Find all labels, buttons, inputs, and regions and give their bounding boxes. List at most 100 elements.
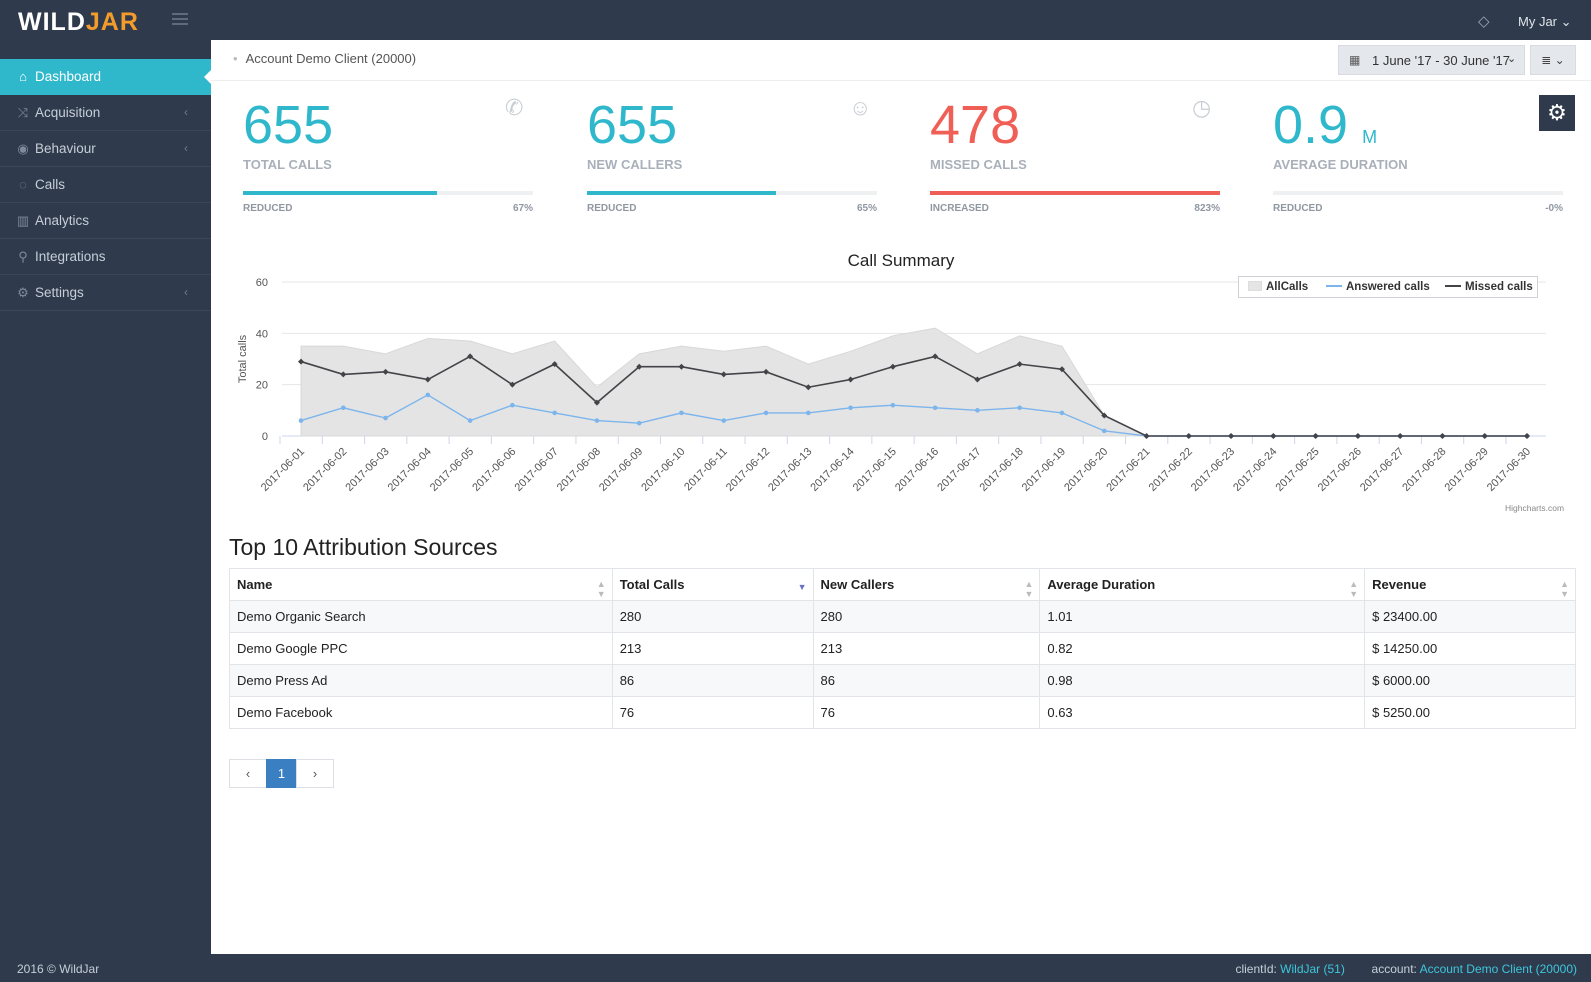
x-tick-label: 2017-06-19 xyxy=(1020,446,1068,494)
data-point-answered xyxy=(1101,428,1107,434)
attribution-table: Name ▲ ▼ Total Calls ▼ New Callers ▲ ▼ Averag… xyxy=(229,568,1576,729)
data-point-answered xyxy=(467,418,473,423)
diamond-icon[interactable]: ◇ xyxy=(1478,13,1490,30)
kpi-percent: 823% xyxy=(1194,203,1220,214)
y-tick-label: 20 xyxy=(256,380,268,392)
cell-total-calls: 280 xyxy=(611,600,814,633)
user-icon: ☺ xyxy=(849,95,872,120)
table-row[interactable]: Demo Google PPC 213 213 0.82 $ 14250.00 xyxy=(229,632,1576,665)
x-tick-label: 2017-06-29 xyxy=(1443,446,1491,494)
kpi-new-callers: 655 NEW CALLERS ☺ REDUCED 65% xyxy=(587,95,877,215)
data-point-missed xyxy=(551,361,558,368)
logo[interactable]: WILDJAR xyxy=(18,8,139,37)
sidebar-item-settings[interactable]: ⚙ Settings ‹ xyxy=(0,275,211,311)
column-header-new-callers[interactable]: New Callers ▲ ▼ xyxy=(812,568,1041,601)
cell-new-callers: 213 xyxy=(812,632,1041,665)
account-link[interactable]: Account Demo Client (20000) xyxy=(1419,962,1577,976)
clock-icon: ◷ xyxy=(1192,95,1212,120)
x-tick-label: 2017-06-12 xyxy=(724,446,772,494)
y-axis-label: Total calls xyxy=(237,334,249,383)
breadcrumb-text[interactable]: Account Demo Client (20000) xyxy=(245,51,417,66)
legend-label: Missed calls xyxy=(1465,281,1533,293)
bar-chart-icon: ▥ xyxy=(16,213,30,228)
x-tick-label: 2017-06-01 xyxy=(259,446,307,494)
kpi-status: REDUCED xyxy=(1273,203,1323,214)
sidebar-item-label: Acquisition xyxy=(35,105,101,120)
sidebar-item-dashboard[interactable]: ⌂ Dashboard xyxy=(0,59,212,95)
y-tick-label: 60 xyxy=(256,277,268,289)
pagination-page-1[interactable]: 1 xyxy=(266,759,297,788)
sidebar-item-acquisition[interactable]: ⤨ Acquisition ‹ xyxy=(0,95,211,131)
column-header-average-duration[interactable]: Average Duration ▲ ▼ xyxy=(1039,568,1366,601)
kpi-value: 655 xyxy=(243,95,334,155)
menu-toggle-icon[interactable] xyxy=(172,13,188,27)
kpi-percent: 67% xyxy=(512,203,533,214)
table-row[interactable]: Demo Organic Search 280 280 1.01 $ 23400… xyxy=(229,600,1576,633)
column-header-revenue[interactable]: Revenue ▲ ▼ xyxy=(1364,568,1576,601)
cell-revenue: $ 14250.00 xyxy=(1364,632,1576,665)
chat-icon: ◌ xyxy=(19,177,27,192)
sidebar-item-analytics[interactable]: ▥ Analytics xyxy=(0,203,211,239)
legend-swatch xyxy=(1445,285,1461,287)
table-header-row: Name ▲ ▼ Total Calls ▼ New Callers ▲ ▼ Averag… xyxy=(229,568,1576,601)
sidebar-item-behaviour[interactable]: ◉ Behaviour ‹ xyxy=(0,131,211,167)
data-point-missed xyxy=(847,376,854,383)
data-point-missed xyxy=(974,376,981,383)
cell-total-calls: 86 xyxy=(611,664,814,697)
date-range-picker[interactable]: ▦ 1 June '17 - 30 June '17 ⌄ xyxy=(1338,45,1525,75)
sidebar-item-label: Integrations xyxy=(35,249,106,264)
data-point-answered xyxy=(848,405,853,411)
sidebar: ⌂ Dashboard ⤨ Acquisition ‹ ◉ Behaviour … xyxy=(0,40,212,954)
table-row[interactable]: Demo Facebook 76 76 0.63 $ 5250.00 xyxy=(229,696,1576,729)
eye-icon: ◉ xyxy=(17,141,29,156)
kpi-label: TOTAL CALLS xyxy=(243,157,332,172)
column-header-name[interactable]: Name ▲ ▼ xyxy=(229,568,613,601)
column-header-total-calls[interactable]: Total Calls ▼ xyxy=(611,568,814,601)
data-point-answered xyxy=(425,392,431,398)
data-point-missed xyxy=(763,368,770,375)
database-menu-button[interactable]: ≣ ⌄ xyxy=(1530,45,1576,75)
cell-average-duration: 0.98 xyxy=(1039,664,1366,697)
kpi-status: REDUCED xyxy=(243,203,293,214)
data-point-missed xyxy=(1101,412,1108,419)
kpi-status: REDUCED xyxy=(587,203,637,214)
copyright-text: 2016 © WildJar xyxy=(17,962,100,976)
pagination-prev-button[interactable]: ‹ xyxy=(229,759,267,788)
sort-desc-icon: ▼ xyxy=(797,582,807,592)
chevron-down-icon: ⌄ xyxy=(1507,53,1517,65)
table-row[interactable]: Demo Press Ad 86 86 0.98 $ 6000.00 xyxy=(229,664,1576,697)
x-tick-label: 2017-06-23 xyxy=(1189,446,1237,494)
data-point-answered xyxy=(679,410,684,416)
data-point-missed xyxy=(298,358,304,365)
user-menu[interactable]: My Jar ⌄ xyxy=(1518,14,1572,30)
bullet-icon: • xyxy=(233,51,238,66)
chart-credit[interactable]: Highcharts.com xyxy=(1505,503,1565,513)
data-point-answered xyxy=(340,405,346,411)
client-id-link[interactable]: WildJar (51) xyxy=(1280,962,1345,976)
x-tick-label: 2017-06-07 xyxy=(512,446,560,494)
data-point-answered xyxy=(890,402,896,408)
x-tick-label: 2017-06-06 xyxy=(470,446,518,494)
data-point-answered xyxy=(932,405,938,411)
kpi-progress-bar xyxy=(930,191,1220,195)
x-tick-label: 2017-06-10 xyxy=(639,446,687,494)
kpi-progress-fill xyxy=(587,191,776,195)
cell-revenue: $ 5250.00 xyxy=(1364,696,1576,729)
legend-item-answered[interactable]: Answered calls xyxy=(1326,281,1430,293)
user-menu-label: My Jar xyxy=(1518,14,1557,29)
cell-new-callers: 86 xyxy=(812,664,1041,697)
legend-item-missed[interactable]: Missed calls xyxy=(1445,281,1533,293)
data-point-missed xyxy=(1439,433,1446,439)
pagination-next-button[interactable]: › xyxy=(296,759,334,788)
column-header-label: Revenue xyxy=(1372,577,1427,592)
sidebar-item-integrations[interactable]: ⚲ Integrations xyxy=(0,239,211,275)
kpi-percent: -0% xyxy=(1545,203,1563,214)
kpi-percent: 65% xyxy=(856,203,877,214)
footer: 2016 © WildJar clientId: WildJar (51) ac… xyxy=(0,954,1591,982)
sidebar-item-calls[interactable]: ◌ Calls xyxy=(0,167,211,203)
cell-revenue: $ 6000.00 xyxy=(1364,664,1576,697)
gear-icon: ⚙ xyxy=(1547,100,1567,125)
settings-gear-button[interactable]: ⚙ xyxy=(1539,95,1575,131)
legend-item-allcalls[interactable]: AllCalls xyxy=(1248,281,1308,293)
